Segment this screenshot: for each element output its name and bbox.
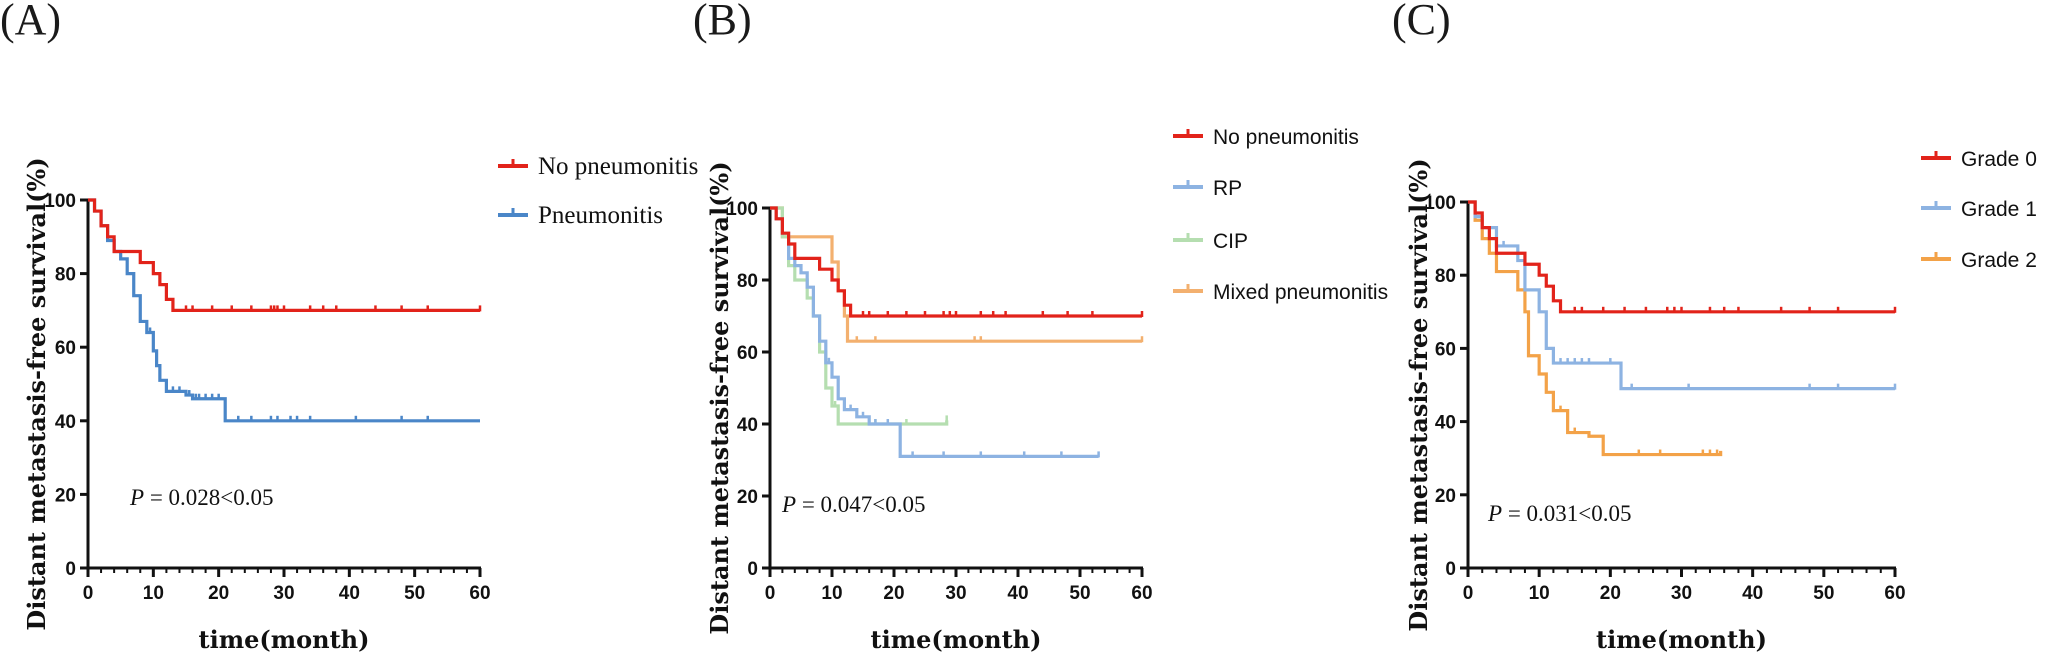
x-tick-label: 10 <box>1529 583 1550 604</box>
series-mixed-pneumonitis <box>770 206 1144 343</box>
x-tick-label: 30 <box>273 583 294 604</box>
x-tick-label: 50 <box>1069 583 1090 604</box>
x-tick-label: 60 <box>469 583 490 604</box>
series-grade-1 <box>1468 200 1897 391</box>
y-tick-label: 100 <box>44 191 76 212</box>
x-tick-label: 0 <box>765 583 776 604</box>
p-value-text: = 0.047<0.05 <box>796 492 925 517</box>
p-value-annotation: P = 0.047<0.05 <box>781 492 926 517</box>
series-grade-0 <box>1468 200 1897 314</box>
series-no-pneumonitis <box>770 206 1144 318</box>
p-value-annotation: P = 0.031<0.05 <box>1487 501 1632 526</box>
y-tick-label: 100 <box>726 199 758 220</box>
legend-entry: CIP <box>1173 230 1248 253</box>
p-value-text: = 0.028<0.05 <box>144 485 273 510</box>
p-symbol: P <box>781 492 796 517</box>
panel-label: (A) <box>0 0 61 44</box>
y-tick-label: 0 <box>1445 559 1456 580</box>
legend-entry: No pneumonitis <box>1173 126 1359 149</box>
panel-b: (B) Distant metastasis-free survival(%) ti… <box>693 0 1388 654</box>
y-tick-label: 40 <box>737 415 758 436</box>
p-value-annotation: P = 0.028<0.05 <box>129 485 274 510</box>
y-tick-label: 40 <box>1435 413 1456 434</box>
x-tick-label: 10 <box>143 583 164 604</box>
x-axis-label: time(month) <box>871 625 1042 654</box>
x-tick-label: 20 <box>883 583 904 604</box>
p-value-text: = 0.031<0.05 <box>1502 501 1631 526</box>
legend-entry: Mixed pneumonitis <box>1173 281 1388 304</box>
legend-label: Pneumonitis <box>538 202 663 229</box>
survival-curve <box>88 198 480 312</box>
x-tick-label: 50 <box>1813 583 1834 604</box>
survival-curve <box>770 206 1142 318</box>
y-tick-label: 20 <box>1435 486 1456 507</box>
series-rp <box>770 206 1100 458</box>
legend-entry: Pneumonitis <box>498 202 663 229</box>
x-tick-label: 20 <box>208 583 229 604</box>
legend-label: Grade 0 <box>1961 148 2037 171</box>
legend-entry: Grade 0 <box>1921 148 2037 171</box>
legend-label: Mixed pneumonitis <box>1213 281 1388 304</box>
survival-curve <box>1468 200 1895 314</box>
x-tick-label: 50 <box>404 583 425 604</box>
survival-curve <box>770 206 1142 343</box>
y-tick-label: 80 <box>1435 266 1456 287</box>
y-axis-label: Distant metastasis-free survival(%) <box>22 157 51 630</box>
legend-label: CIP <box>1213 230 1248 253</box>
x-tick-label: 60 <box>1884 583 1905 604</box>
p-symbol: P <box>1487 501 1502 526</box>
series-grade-2 <box>1468 200 1723 457</box>
legend-label: RP <box>1213 177 1242 200</box>
x-tick-label: 30 <box>1671 583 1692 604</box>
x-tick-label: 40 <box>1007 583 1028 604</box>
x-tick-label: 30 <box>945 583 966 604</box>
y-axis-label: Distant metastasis-free survival(%) <box>1404 158 1433 631</box>
panel-label: (C) <box>1392 0 1451 44</box>
p-symbol: P <box>129 485 144 510</box>
x-axis-label: time(month) <box>1596 625 1767 654</box>
x-tick-label: 0 <box>1463 583 1474 604</box>
legend-entry: RP <box>1173 177 1242 200</box>
legend-label: Grade 2 <box>1961 249 2037 272</box>
survival-curve <box>1468 200 1723 457</box>
panel-a: (A) Distant metastasis-free survival(%) ti… <box>0 0 698 654</box>
legend-entry: Grade 2 <box>1921 249 2037 272</box>
x-tick-label: 40 <box>1742 583 1763 604</box>
x-tick-label: 0 <box>83 583 94 604</box>
survival-curve <box>1468 200 1895 391</box>
y-tick-label: 0 <box>747 559 758 580</box>
y-tick-label: 80 <box>737 271 758 292</box>
x-tick-label: 10 <box>821 583 842 604</box>
legend-entry: No pneumonitis <box>498 153 698 180</box>
y-tick-label: 60 <box>55 338 76 359</box>
survival-curve <box>770 206 1099 458</box>
legend-entry: Grade 1 <box>1921 198 2037 221</box>
y-axis-label: Distant metastasis-free survival(%) <box>705 161 734 634</box>
x-axis-label: time(month) <box>199 625 370 654</box>
y-tick-label: 20 <box>737 487 758 508</box>
legend-label: No pneumonitis <box>538 153 698 180</box>
panel-c: (C) Distant metastasis-free survival(%) ti… <box>1392 0 2037 654</box>
y-tick-label: 60 <box>1435 339 1456 360</box>
y-tick-label: 20 <box>55 485 76 506</box>
x-tick-label: 60 <box>1131 583 1152 604</box>
legend-label: No pneumonitis <box>1213 126 1359 149</box>
y-tick-label: 0 <box>65 559 76 580</box>
legend-label: Grade 1 <box>1961 198 2037 221</box>
series-no-pneumonitis <box>88 198 482 312</box>
x-tick-label: 20 <box>1600 583 1621 604</box>
panel-label: (B) <box>693 0 752 44</box>
y-tick-label: 100 <box>1424 193 1456 214</box>
y-tick-label: 80 <box>55 265 76 286</box>
x-tick-label: 40 <box>339 583 360 604</box>
y-tick-label: 60 <box>737 343 758 364</box>
y-tick-label: 40 <box>55 412 76 433</box>
